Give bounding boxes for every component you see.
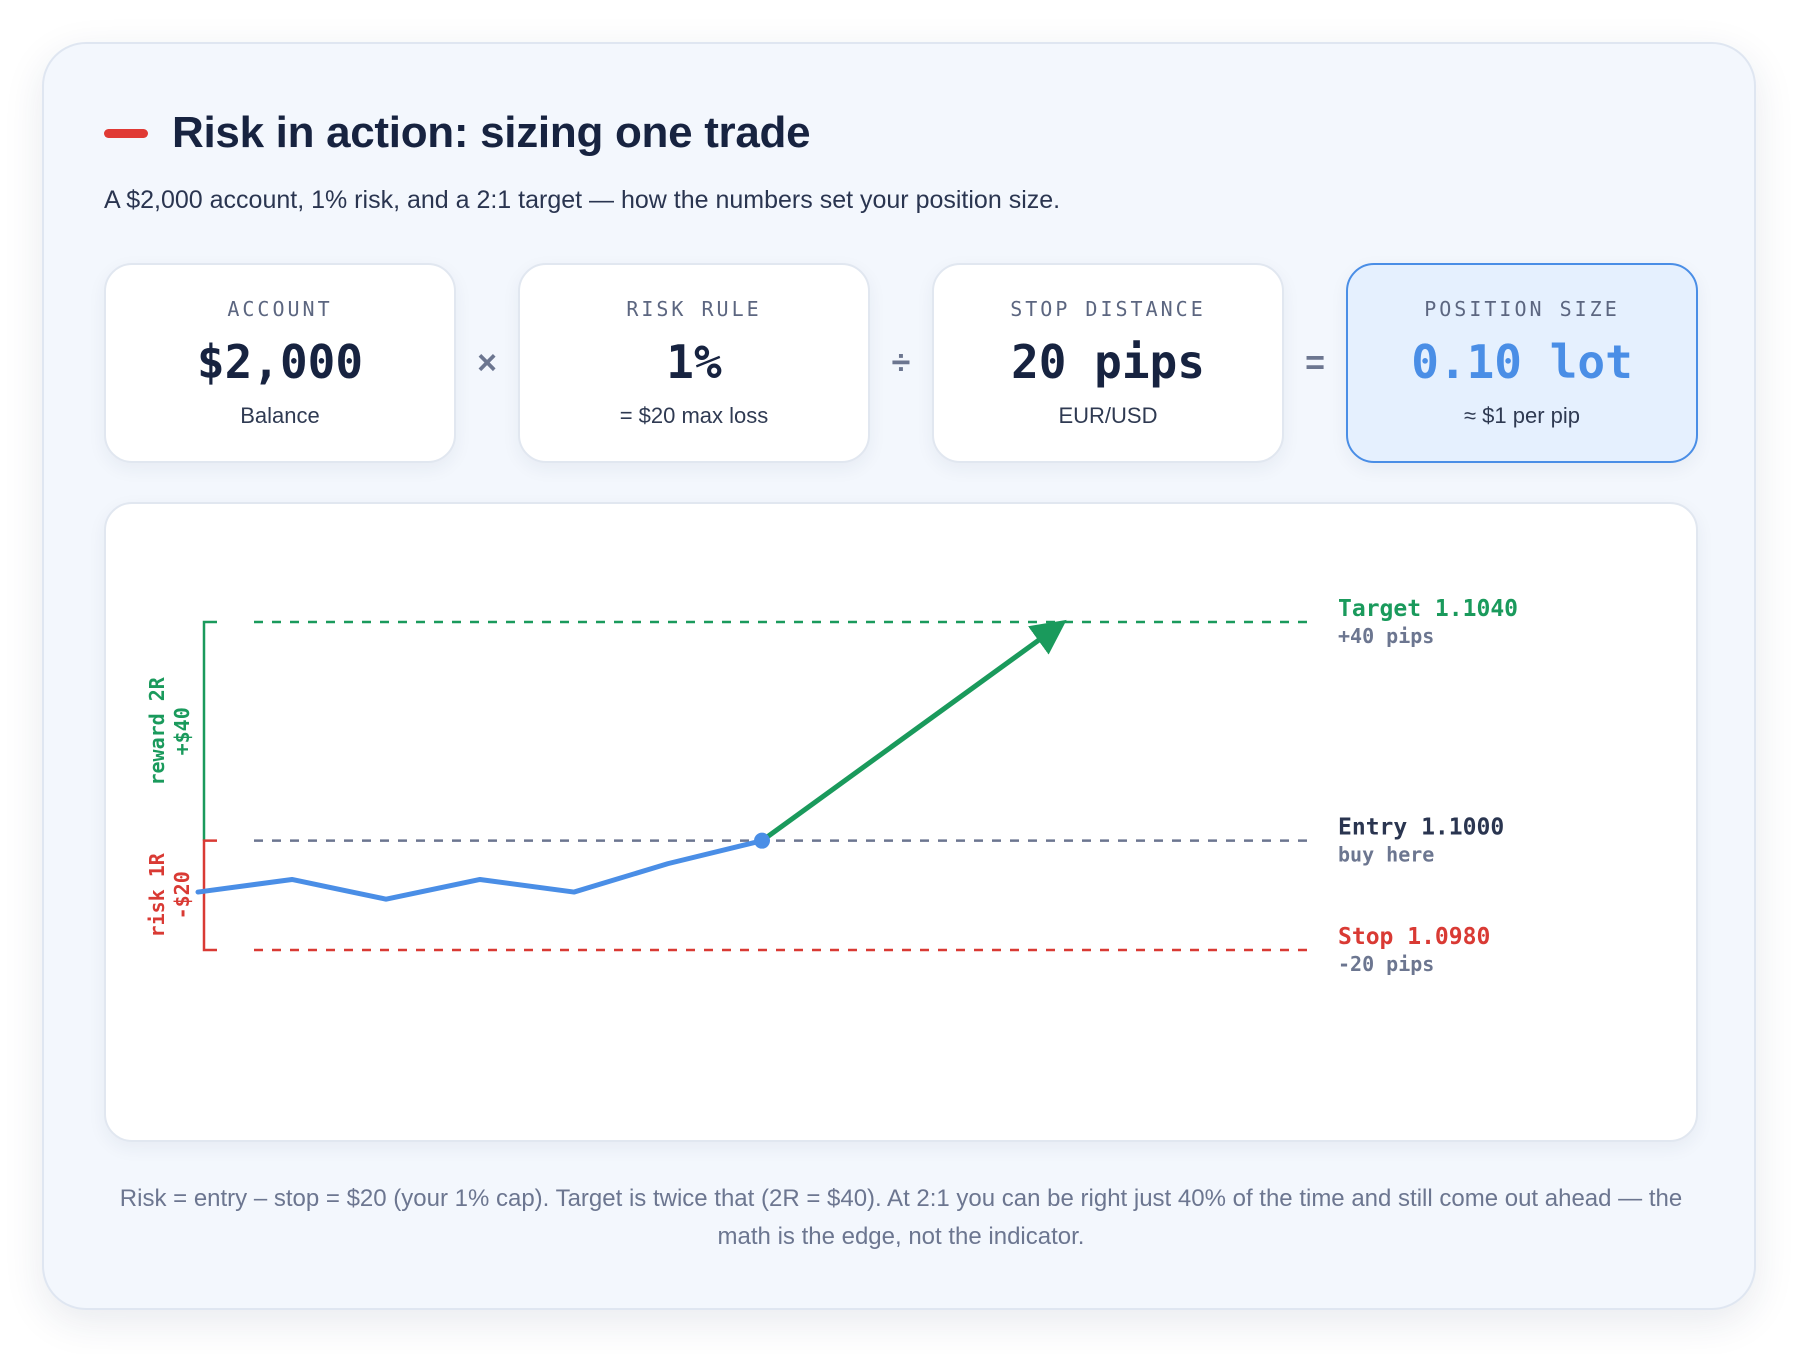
entry-point-marker xyxy=(754,832,770,849)
footnote: Risk = entry – stop = $20 (your 1% cap).… xyxy=(119,1185,1683,1250)
reward-bracket xyxy=(202,620,217,841)
multiply-operator: × xyxy=(477,343,497,382)
reward-label: reward 2R xyxy=(145,676,169,785)
entry-sub: buy here xyxy=(1338,843,1434,867)
projection-arrow xyxy=(759,619,1067,844)
title-accent-bar xyxy=(104,128,148,138)
metric-sub: EUR/USD xyxy=(1058,403,1158,428)
equals-operator: = xyxy=(1305,343,1325,382)
page-title: Risk in action: sizing one trade xyxy=(172,108,811,157)
risk-value: -$20 xyxy=(170,871,194,919)
target-sub: +40 pips xyxy=(1338,624,1434,648)
stop-sub: -20 pips xyxy=(1338,952,1434,976)
trade-chart-panel: reward 2R +$40 risk 1R -$20 Target 1.104… xyxy=(104,502,1698,1142)
entry-label: Entry 1.1000 xyxy=(1338,815,1504,841)
target-label: Target 1.1040 xyxy=(1338,596,1518,622)
metric-sub: ≈ $1 per pip xyxy=(1463,403,1581,428)
metric-value: 0.10 lot xyxy=(1411,335,1633,389)
risk-label: risk 1R xyxy=(145,852,169,937)
reward-value: +$40 xyxy=(170,707,194,755)
risk-sizing-card: Risk in action: sizing one trade A $2,00… xyxy=(42,42,1756,1310)
trade-chart: reward 2R +$40 risk 1R -$20 Target 1.104… xyxy=(145,596,1518,976)
metric-value: 20 pips xyxy=(1011,335,1205,389)
metric-value: 1% xyxy=(666,335,722,389)
divide-operator: ÷ xyxy=(891,343,911,382)
sizing-formula: ACCOUNT $2,000 Balance × RISK RULE 1% = … xyxy=(104,263,1698,463)
metric-label: ACCOUNT xyxy=(227,297,333,321)
metric-risk-rule: RISK RULE 1% = $20 max loss xyxy=(518,263,870,463)
metric-position-size: POSITION SIZE 0.10 lot ≈ $1 per pip xyxy=(1346,263,1698,463)
stop-label: Stop 1.0980 xyxy=(1338,924,1490,950)
metric-label: RISK RULE xyxy=(626,297,762,321)
metric-sub: Balance xyxy=(240,403,320,428)
risk-bracket xyxy=(202,839,217,952)
metric-label: STOP DISTANCE xyxy=(1010,297,1206,321)
metric-value: $2,000 xyxy=(196,335,364,389)
metric-account: ACCOUNT $2,000 Balance xyxy=(104,263,456,463)
metric-stop-distance: STOP DISTANCE 20 pips EUR/USD xyxy=(932,263,1284,463)
page-subtitle: A $2,000 account, 1% risk, and a 2:1 tar… xyxy=(104,186,1061,214)
metric-label: POSITION SIZE xyxy=(1424,297,1620,321)
title-row: Risk in action: sizing one trade xyxy=(104,108,811,158)
metric-sub: = $20 max loss xyxy=(619,403,769,428)
price-path-line xyxy=(195,838,765,902)
